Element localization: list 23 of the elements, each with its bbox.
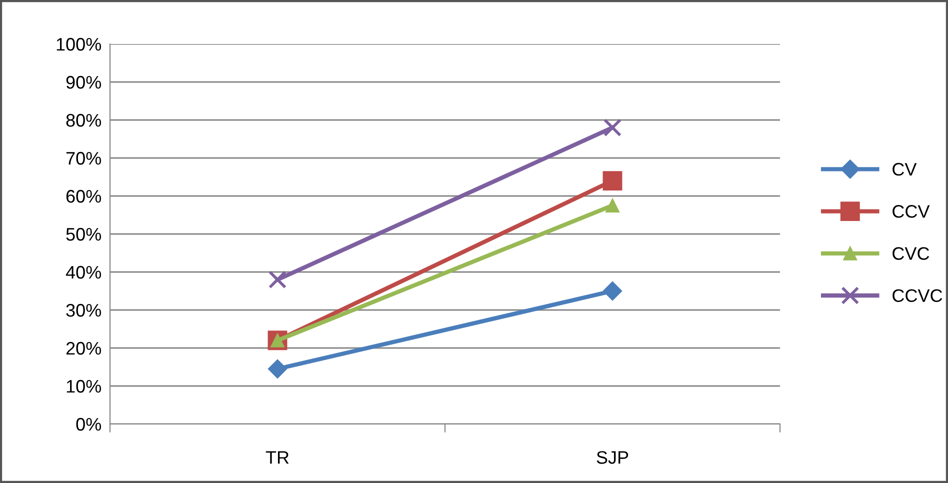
point (268, 270, 287, 289)
point (602, 281, 622, 301)
x-tick-label: TR (266, 451, 289, 464)
y-tick-label: 70% (66, 152, 102, 165)
y-tick-label: 90% (66, 76, 102, 89)
x-tick-label: SJP (596, 451, 628, 464)
y-tick-label: 20% (66, 342, 102, 355)
y-tick-label: 0% (76, 418, 102, 431)
y-tick-label: 50% (66, 228, 102, 241)
point (268, 359, 288, 378)
y-tick-label: 60% (66, 190, 102, 203)
legend-label: CCVC (892, 289, 942, 302)
point (603, 118, 622, 137)
y-tick-label: 80% (66, 114, 102, 127)
point (602, 171, 622, 191)
y-tick-label: 100% (56, 38, 102, 51)
y-tick-label: 10% (66, 380, 102, 393)
legend-label: CCV (892, 205, 930, 218)
legend-label: CV (892, 162, 917, 176)
y-tick-label: 30% (66, 304, 102, 317)
legend-label: CVC (892, 247, 930, 260)
point (606, 198, 620, 212)
y-tick-label: 40% (66, 266, 102, 279)
